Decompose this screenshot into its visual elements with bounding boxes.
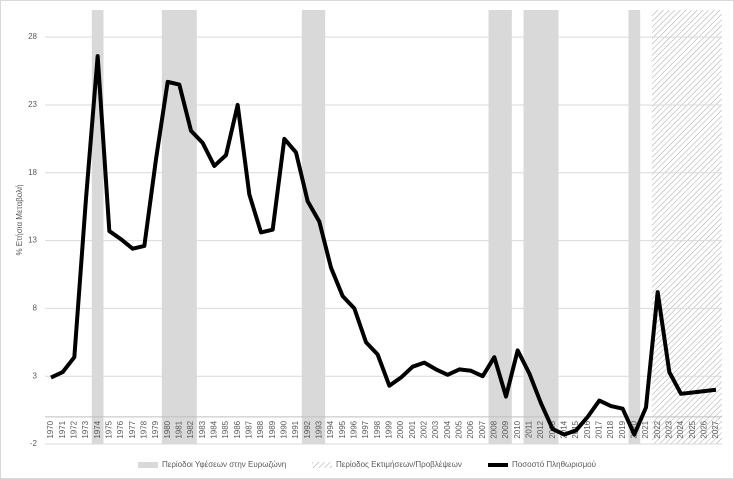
x-tick-label: 2010 <box>513 420 522 438</box>
x-tick-label: 2016 <box>583 420 592 438</box>
y-axis-title: % Ετήσια Μεταβολή <box>15 184 24 255</box>
legend-label: Ποσοστό Πληθωρισμού <box>512 460 596 469</box>
x-tick-label: 1999 <box>384 420 393 438</box>
x-tick-label: 1971 <box>58 420 67 438</box>
x-tick-label: 2009 <box>501 420 510 438</box>
x-tick-label: 1989 <box>268 420 277 438</box>
x-tick-label: 2019 <box>618 420 627 438</box>
x-tick-label: 2023 <box>664 420 673 438</box>
legend-swatch <box>312 462 332 468</box>
x-tick-label: 1975 <box>104 420 113 438</box>
x-tick-label: 1990 <box>279 420 288 438</box>
x-tick-label: 2026 <box>699 420 708 438</box>
x-tick-label: 2014 <box>559 420 568 438</box>
x-tick-label: 1982 <box>186 420 195 438</box>
x-tick-label: 1978 <box>139 420 148 438</box>
x-tick-label: 1986 <box>233 420 242 438</box>
x-tick-label: 2000 <box>396 420 405 438</box>
x-tick-label: 1991 <box>291 420 300 438</box>
recession-span <box>523 10 559 444</box>
x-tick-label: 1983 <box>198 420 207 438</box>
y-tick-label: 23 <box>28 100 37 109</box>
x-tick-label: 1997 <box>361 420 370 438</box>
legend-label: Περίοδοι Υφέσεων στην Ευρωζώνη <box>162 460 286 469</box>
x-tick-label: 1985 <box>221 420 230 438</box>
y-tick-label: 3 <box>33 371 38 380</box>
x-tick-label: 2021 <box>641 420 650 438</box>
recession-span <box>161 10 197 444</box>
x-tick-label: 1992 <box>303 420 312 438</box>
x-tick-label: 1977 <box>128 420 137 438</box>
recession-span <box>628 10 641 444</box>
x-tick-label: 1973 <box>81 420 90 438</box>
x-tick-label: 2003 <box>431 420 440 438</box>
x-tick-label: 1988 <box>256 420 265 438</box>
x-tick-label: 1979 <box>151 420 160 438</box>
x-tick-label: 2006 <box>466 420 475 438</box>
x-tick-label: 1993 <box>314 420 323 438</box>
x-tick-label: 2007 <box>478 420 487 438</box>
x-tick-label: 1995 <box>338 420 347 438</box>
x-tick-label: 1981 <box>174 420 183 438</box>
y-tick-label: 18 <box>28 168 37 177</box>
y-tick-label: 28 <box>28 32 37 41</box>
x-tick-label: 2002 <box>419 420 428 438</box>
x-tick-label: 1994 <box>326 420 335 438</box>
x-tick-label: 1996 <box>349 420 358 438</box>
x-tick-label: 2004 <box>443 420 452 438</box>
legend-swatch <box>138 462 158 468</box>
x-tick-label: 2008 <box>489 420 498 438</box>
y-tick-label: -2 <box>30 439 38 448</box>
x-tick-label: 2022 <box>653 420 662 438</box>
y-tick-label: 8 <box>33 303 38 312</box>
y-tick-label: 13 <box>28 236 37 245</box>
recession-span <box>301 10 326 444</box>
x-tick-label: 2027 <box>711 420 720 438</box>
x-tick-label: 2011 <box>524 420 533 438</box>
data-line <box>50 54 717 437</box>
x-tick-label: 2017 <box>594 420 603 438</box>
x-tick-label: 2012 <box>536 420 545 438</box>
x-tick-label: 2024 <box>676 420 685 438</box>
x-tick-label: 1970 <box>46 420 55 438</box>
legend-label: Περίοδος Εκτιμήσεων/Προβλέψεων <box>336 460 462 469</box>
recession-span <box>488 10 512 444</box>
x-tick-label: 1984 <box>209 420 218 438</box>
x-tick-label: 1987 <box>244 420 253 438</box>
x-tick-label: 2025 <box>688 420 697 438</box>
x-tick-label: 2018 <box>606 420 615 438</box>
forecast-span <box>651 10 722 444</box>
x-tick-label: 1998 <box>373 420 382 438</box>
legend: Περίοδοι Υφέσεων στην Ευρωζώνη Περίοδος Ε… <box>138 460 596 469</box>
x-tick-label: 1972 <box>69 420 78 438</box>
x-tick-label: 2005 <box>454 420 463 438</box>
x-tick-label: 1974 <box>93 420 102 438</box>
x-tick-label: 1976 <box>116 420 125 438</box>
x-tick-label: 1980 <box>163 420 172 438</box>
x-tick-label: 2001 <box>408 420 417 438</box>
recession-span <box>91 10 104 444</box>
